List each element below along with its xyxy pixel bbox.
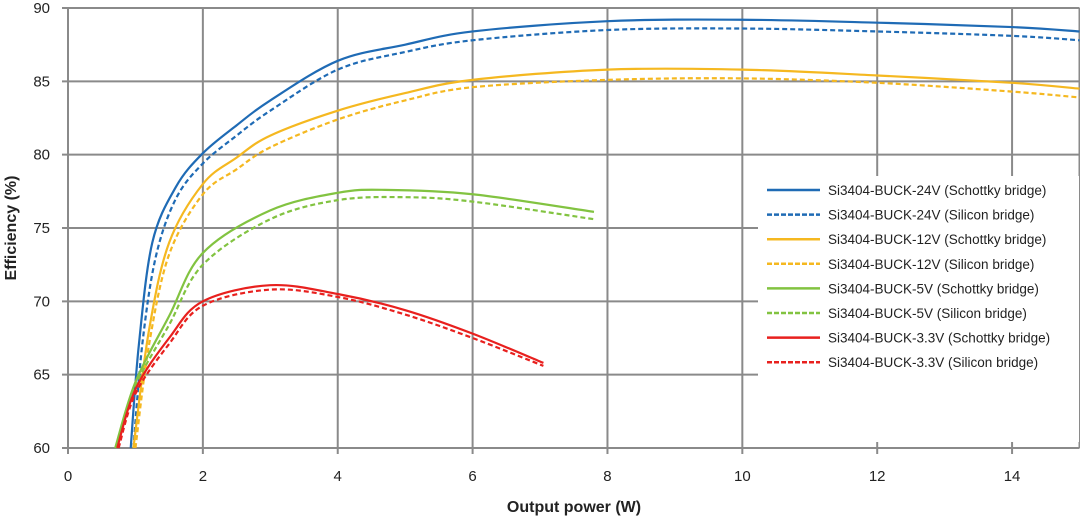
x-tick-labels: 0 2 4 6 8 10 12 14	[64, 468, 1021, 485]
x-tick-label: 0	[64, 468, 72, 485]
legend-label: Si3404-BUCK-24V (Silicon bridge)	[828, 208, 1034, 223]
y-tick-label: 60	[33, 440, 50, 457]
x-tick-label: 8	[603, 468, 611, 485]
series-line	[129, 18, 1080, 449]
y-tick-label: 65	[33, 367, 50, 384]
series-line	[132, 27, 1080, 449]
legend-label: Si3404-BUCK-5V (Silicon bridge)	[828, 306, 1027, 321]
series-line	[115, 195, 595, 449]
x-tick-label: 2	[199, 468, 207, 485]
legend-label: Si3404-BUCK-12V (Schottky bridge)	[828, 232, 1046, 247]
series-line	[114, 188, 595, 449]
series-line	[117, 288, 544, 449]
legend: Si3404-BUCK-24V (Schottky bridge) Si3404-…	[767, 183, 1050, 370]
x-tick-label: 10	[734, 468, 751, 485]
series-line	[132, 67, 1080, 449]
grid	[62, 7, 1080, 454]
x-axis-title: Output power (W)	[507, 499, 641, 516]
y-tick-labels: 60 65 70 75 80 85 90	[33, 0, 50, 457]
legend-label: Si3404-BUCK-3.3V (Schottky bridge)	[828, 331, 1050, 346]
x-tick-label: 12	[869, 468, 886, 485]
series-line	[116, 283, 544, 449]
legend-label: Si3404-BUCK-12V (Silicon bridge)	[828, 257, 1034, 272]
y-axis-title: Efficiency (%)	[3, 176, 20, 281]
legend-label: Si3404-BUCK-3.3V (Silicon bridge)	[828, 355, 1038, 370]
x-tick-label: 14	[1004, 468, 1021, 485]
y-tick-label: 75	[33, 220, 50, 237]
y-tick-label: 90	[33, 0, 50, 17]
x-tick-label: 4	[334, 468, 342, 485]
legend-background	[758, 176, 1079, 442]
y-tick-label: 85	[33, 73, 50, 90]
y-tick-label: 80	[33, 147, 50, 164]
x-tick-label: 6	[468, 468, 476, 485]
legend-label: Si3404-BUCK-5V (Schottky bridge)	[828, 281, 1039, 296]
series-line	[134, 77, 1080, 449]
y-tick-label: 70	[33, 293, 50, 310]
legend-label: Si3404-BUCK-24V (Schottky bridge)	[828, 183, 1046, 198]
series-lines	[114, 18, 1080, 449]
